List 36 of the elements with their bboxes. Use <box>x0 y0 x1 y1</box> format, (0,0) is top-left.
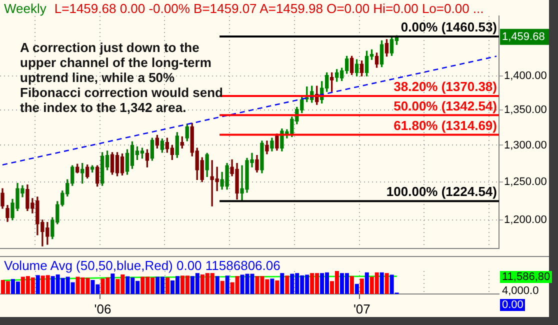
ref-line-label: 61.80% (1314.69) <box>394 118 497 133</box>
y-tick-label: 1,350.00 <box>504 104 547 116</box>
text: 11,586,80 <box>500 271 552 283</box>
ref-line-label: 38.20% (1370.38) <box>394 79 497 94</box>
bar <box>36 275 40 294</box>
chart-title: Weekly <box>4 1 46 16</box>
text: 0.00 <box>500 299 526 311</box>
annotation: A correction just down to the upper channel of the long-term uptrend line, while a 50% Fibonacci correction would send the index to the 1,342 area. <box>20 40 224 115</box>
chart-title: Volume Avg (50,50,blue,Red) 0.00 11586806.06 <box>4 258 280 273</box>
y-tick-label: 1,250.00 <box>504 176 547 188</box>
y-tick-label: 1,300.00 <box>504 139 547 152</box>
chart-subtitle: L=1459.68 0.00 -0.00% B=1459.07 A=1459.98 O=0.00 Hi=0.00 Lo=0.00 ... <box>54 1 484 16</box>
ref-line-label: 100.00% (1224.54) <box>386 184 497 200</box>
y-tick-label: 1,200.00 <box>504 214 547 226</box>
bar <box>166 277 170 294</box>
bar <box>285 276 290 294</box>
ref-line-label: 0.00% (1460.53) <box>400 20 497 35</box>
text: 4,000.0 <box>500 285 541 297</box>
y-tick-label: 1,400.00 <box>504 70 547 82</box>
bar <box>360 278 364 294</box>
ref-line-label: 50.00% (1342.54) <box>394 98 497 114</box>
x-tick-label: '06 <box>94 301 112 316</box>
bar <box>110 274 115 294</box>
bar <box>280 273 284 294</box>
bar <box>380 272 384 294</box>
bar <box>220 280 224 294</box>
bar <box>364 272 369 294</box>
bar <box>384 273 389 294</box>
bar <box>354 284 359 294</box>
bar <box>275 280 280 294</box>
bar <box>270 278 274 294</box>
bar <box>215 276 220 294</box>
bar <box>350 276 354 294</box>
bar <box>225 276 230 294</box>
x-tick-label: '07 <box>353 301 370 316</box>
text: 1,459.68 <box>502 30 545 43</box>
